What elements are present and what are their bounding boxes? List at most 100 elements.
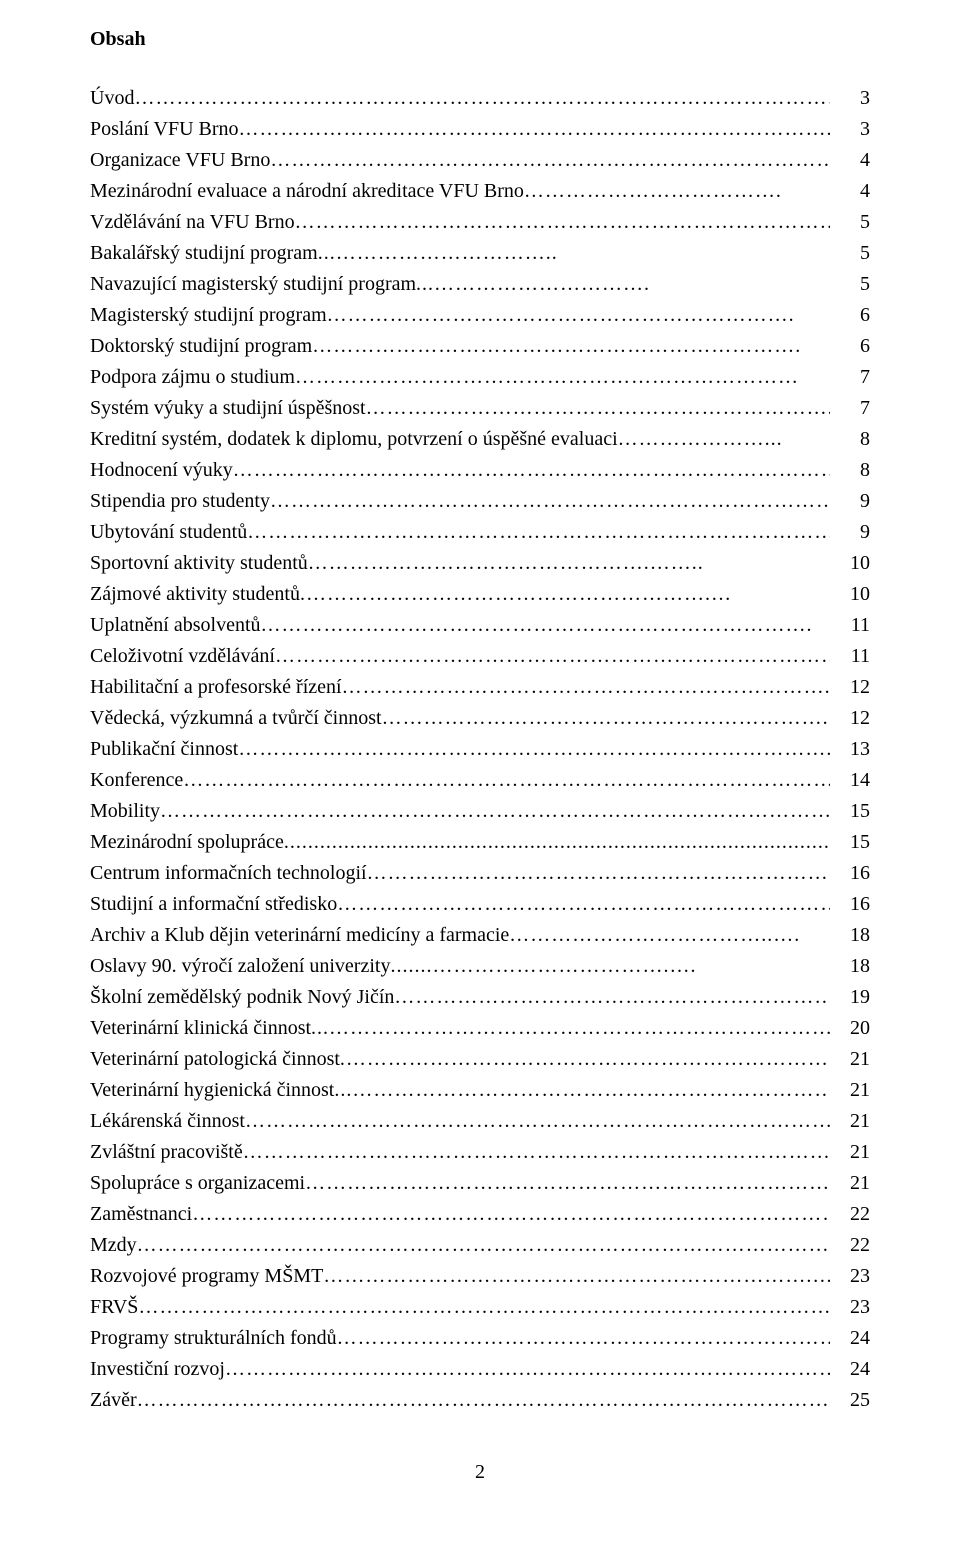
- toc-leader: ………………………………………………………………………: [275, 641, 830, 672]
- toc-leader: …………………………………….…………………………………………….: [225, 1354, 830, 1385]
- toc-label: Celoživotní vzdělávání: [90, 641, 275, 672]
- toc-leader: ………………………………………………………………………….: [245, 1106, 830, 1137]
- toc-page-number: 7: [830, 362, 870, 393]
- toc-label: Uplatnění absolventů: [90, 610, 261, 641]
- toc-label: Vědecká, výzkumná a tvůrčí činnost: [90, 703, 382, 734]
- toc-page-number: 5: [830, 269, 870, 300]
- toc-page-number: 24: [830, 1354, 870, 1385]
- toc-label: Závěr: [90, 1385, 137, 1416]
- toc-page-number: 13: [830, 734, 870, 765]
- toc-leader: ………………………………………….……..: [308, 548, 830, 579]
- toc-row: Celoživotní vzdělávání…………………………………………………: [90, 641, 870, 672]
- toc-page-number: 5: [830, 238, 870, 269]
- toc-label: Programy strukturálních fondů: [90, 1323, 337, 1354]
- toc-page-number: 22: [830, 1199, 870, 1230]
- toc-row: Magisterský studijní program…………………………………: [90, 300, 870, 331]
- toc-page-number: 21: [830, 1044, 870, 1075]
- toc-label: Úvod: [90, 83, 134, 114]
- toc-row: Veterinární hygienická činnost...……………………: [90, 1075, 870, 1106]
- toc-label: Doktorský studijní program: [90, 331, 312, 362]
- toc-page-number: 14: [830, 765, 870, 796]
- toc-label: Mzdy: [90, 1230, 137, 1261]
- toc-page-number: 5: [830, 207, 870, 238]
- toc-row: Doktorský studijní program………………………………………: [90, 331, 870, 362]
- toc-row: Veterinární klinická činnost...…………………………: [90, 1013, 870, 1044]
- toc-page-number: 11: [830, 641, 870, 672]
- toc-leader: ………………………………………………………….: [367, 858, 830, 889]
- toc-label: Konference: [90, 765, 183, 796]
- toc-page-number: 9: [830, 486, 870, 517]
- toc-label: Rozvojové programy MŠMT: [90, 1261, 323, 1292]
- toc-label: Systém výuky a studijní úspěšnost: [90, 393, 366, 424]
- toc-leader: …………………...: [618, 424, 830, 455]
- toc-row: Zvláštní pracoviště…………………………………………………………: [90, 1137, 870, 1168]
- toc-page-number: 3: [830, 114, 870, 145]
- toc-page-number: 9: [830, 517, 870, 548]
- toc-row: Uplatnění absolventů………………………………………………………: [90, 610, 870, 641]
- toc-label: Vzdělávání na VFU Brno: [90, 207, 295, 238]
- toc-page-number: 3: [830, 83, 870, 114]
- toc-row: Veterinární patologická činnost.………………………: [90, 1044, 870, 1075]
- toc-leader: …………………………………………………………….…: [323, 1261, 830, 1292]
- toc-page-number: 6: [830, 331, 870, 362]
- toc-leader: ...…………………………………………………………….: [334, 1075, 830, 1106]
- toc-label: Mobility: [90, 796, 160, 827]
- toc-page-number: 23: [830, 1261, 870, 1292]
- toc-row: Hodnocení výuky……………………………………………………………………: [90, 455, 870, 486]
- toc-row: Ubytování studentů……………………………………………………………: [90, 517, 870, 548]
- toc-label: Habilitační a profesorské řízení: [90, 672, 342, 703]
- toc-label: Publikační činnost: [90, 734, 238, 765]
- toc-row: Mzdy…………………………………………………………………………………………..…: [90, 1230, 870, 1261]
- toc-page-number: 8: [830, 455, 870, 486]
- toc-leader: ……………………………………………………………….: [337, 889, 830, 920]
- toc-leader: …………………………………………………………………………………………….: [138, 1292, 830, 1323]
- toc-row: Navazující magisterský studijní program.…: [90, 269, 870, 300]
- toc-leader: .......…………………………….….: [390, 951, 830, 982]
- toc-leader: …………………………………………………………..: [366, 393, 830, 424]
- toc-leader: …………………………………………………………………….: [305, 1168, 830, 1199]
- toc-label: Veterinární klinická činnost: [90, 1013, 311, 1044]
- toc-leader: ……………………………….: [524, 176, 830, 207]
- page-title: Obsah: [90, 28, 870, 51]
- toc-leader: ……………………………………………………………….: [337, 1323, 830, 1354]
- toc-page-number: 25: [830, 1385, 870, 1416]
- toc-label: Veterinární hygienická činnost: [90, 1075, 334, 1106]
- toc-label: Stipendia pro studenty: [90, 486, 270, 517]
- toc-page-number: 18: [830, 951, 870, 982]
- toc-row: Lékárenská činnost……………………………………………………………: [90, 1106, 870, 1137]
- toc-leader: ………………………………………………………………………: [270, 145, 830, 176]
- toc-label: Oslavy 90. výročí založení univerzity: [90, 951, 390, 982]
- toc-label: Mezinárodní evaluace a národní akreditac…: [90, 176, 524, 207]
- toc-row: Spolupráce s organizacemi…………………………………………: [90, 1168, 870, 1199]
- toc-page-number: 6: [830, 300, 870, 331]
- page-number: 2: [0, 1461, 960, 1484]
- toc-row: Úvod…………………………………………………………………………………………3: [90, 83, 870, 114]
- toc-row: Školní zemědělský podnik Nový Jičín………………: [90, 982, 870, 1013]
- toc-leader: …………………………………………………………………………..: [238, 734, 830, 765]
- toc-leader: ………………………………………………………: [394, 982, 830, 1013]
- toc-leader: …………………………………………………………………………………………...: [137, 1230, 830, 1261]
- toc-label: Sportovní aktivity studentů: [90, 548, 308, 579]
- toc-row: Konference…………………………………………………………………………………: [90, 765, 870, 796]
- toc-page-number: 24: [830, 1323, 870, 1354]
- toc-label: Bakalářský studijní program: [90, 238, 318, 269]
- toc-page-number: 10: [830, 579, 870, 610]
- toc-leader: ……………………………………………………….: [382, 703, 830, 734]
- toc-leader: …………………………………………………………….: [342, 672, 830, 703]
- toc-label: Zájmové aktivity studentů: [90, 579, 300, 610]
- toc-row: Investiční rozvoj…………………………………….………………………: [90, 1354, 870, 1385]
- toc-row: Vzdělávání na VFU Brno…………………………………………………: [90, 207, 870, 238]
- toc-label: Navazující magisterský studijní program: [90, 269, 416, 300]
- toc-leader: ...………………………….: [416, 269, 830, 300]
- toc-leader: .……………………………………………………………….: [340, 1044, 830, 1075]
- toc-page-number: 15: [830, 827, 870, 858]
- toc-label: Spolupráce s organizacemi: [90, 1168, 305, 1199]
- toc-leader: …………………………………………………………………………: [270, 486, 830, 517]
- toc-leader: ……………………………………………………………………………………….: [160, 796, 830, 827]
- toc-leader: …………………………………………………………………………: [247, 517, 830, 548]
- toc-row: Mezinárodní evaluace a národní akreditac…: [90, 176, 870, 207]
- toc-label: Školní zemědělský podnik Nový Jičín: [90, 982, 394, 1013]
- toc-row: Závěr………………………………………………………………………………………………: [90, 1385, 870, 1416]
- toc-label: Mezinárodní spolupráce: [90, 827, 284, 858]
- toc-leader: ...……………………………………………………………….: [311, 1013, 830, 1044]
